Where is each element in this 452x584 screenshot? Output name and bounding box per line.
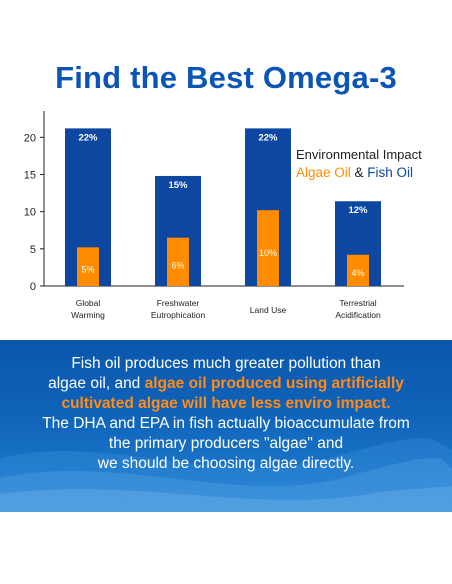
- algae-oil-value-label: 10%: [259, 248, 277, 258]
- y-tick-label: 20: [24, 132, 36, 144]
- highlighted-text: cultivated algae will have less enviro i…: [61, 395, 391, 412]
- legend-title: Environmental Impact: [296, 147, 422, 162]
- fish-oil-value-label: 22%: [78, 132, 98, 143]
- legend-connector: &: [350, 165, 368, 180]
- chart-legend: Environmental Impact Algae Oil & Fish Oi…: [296, 146, 422, 182]
- y-tick-label: 10: [24, 207, 36, 219]
- algae-oil-bar: [257, 210, 279, 286]
- body-text: algae oil, and: [48, 375, 145, 392]
- y-tick-label: 5: [30, 244, 36, 256]
- algae-oil-bar: [77, 247, 99, 286]
- panel-text-line: Fish oil produces much greater pollution…: [0, 354, 452, 374]
- legend-item-fish-oil: Fish Oil: [367, 165, 414, 180]
- body-text: Fish oil produces much greater pollution…: [71, 355, 381, 372]
- x-category-label: Warming: [71, 310, 105, 320]
- body-text: the primary producers "algae" and: [108, 435, 344, 452]
- y-axis-ticks: 0 5 10 15 20: [24, 132, 44, 293]
- fish-oil-value-label: 12%: [348, 205, 368, 216]
- panel-text: Fish oil produces much greater pollution…: [0, 354, 452, 474]
- panel-text-line: algae oil, and algae oil produced using …: [0, 374, 452, 394]
- x-category-label: Eutrophication: [151, 310, 206, 320]
- panel-text-line: the primary producers "algae" and: [0, 434, 452, 454]
- x-category-label: Terrestrial: [339, 298, 376, 308]
- page-title: Find the Best Omega-3: [55, 60, 397, 95]
- panel-text-line: cultivated algae will have less enviro i…: [0, 394, 452, 414]
- x-category-label: Land Use: [250, 305, 287, 315]
- chart-bars: 22% 5% 15% 6% 22% 10% 12% 4%: [65, 128, 381, 286]
- y-tick-label: 15: [24, 169, 36, 181]
- bar-chart: 0 5 10 15 20 22% 5% 15% 6% 22% 10% 12% 4% Global War…: [24, 111, 404, 320]
- body-text: The DHA and EPA in fish actually bioaccu…: [42, 415, 410, 432]
- panel-text-line: we should be choosing algae directly.: [0, 454, 452, 474]
- fish-oil-value-label: 22%: [258, 132, 278, 143]
- x-axis-labels: Global Warming Freshwater Eutrophication Lan…: [71, 298, 381, 320]
- fish-oil-value-label: 15%: [168, 180, 188, 191]
- info-panel: Fish oil produces much greater pollution…: [0, 340, 452, 512]
- algae-oil-bar: [167, 237, 189, 286]
- algae-oil-bar: [347, 254, 369, 286]
- legend-series-row: Algae Oil & Fish Oil: [296, 164, 422, 182]
- algae-oil-value-label: 5%: [81, 265, 94, 275]
- highlighted-text: algae oil produced using artificially: [144, 375, 404, 392]
- y-tick-label: 0: [30, 281, 36, 293]
- x-category-label: Freshwater: [157, 298, 200, 308]
- algae-oil-value-label: 4%: [351, 268, 364, 278]
- body-text: we should be choosing algae directly.: [97, 455, 355, 472]
- algae-oil-value-label: 6%: [171, 260, 184, 270]
- legend-item-algae-oil: Algae Oil: [296, 165, 351, 180]
- wave-decoration: [0, 438, 452, 512]
- panel-text-line: The DHA and EPA in fish actually bioaccu…: [0, 414, 452, 434]
- x-category-label: Acidification: [335, 310, 381, 320]
- x-category-label: Global: [76, 298, 101, 308]
